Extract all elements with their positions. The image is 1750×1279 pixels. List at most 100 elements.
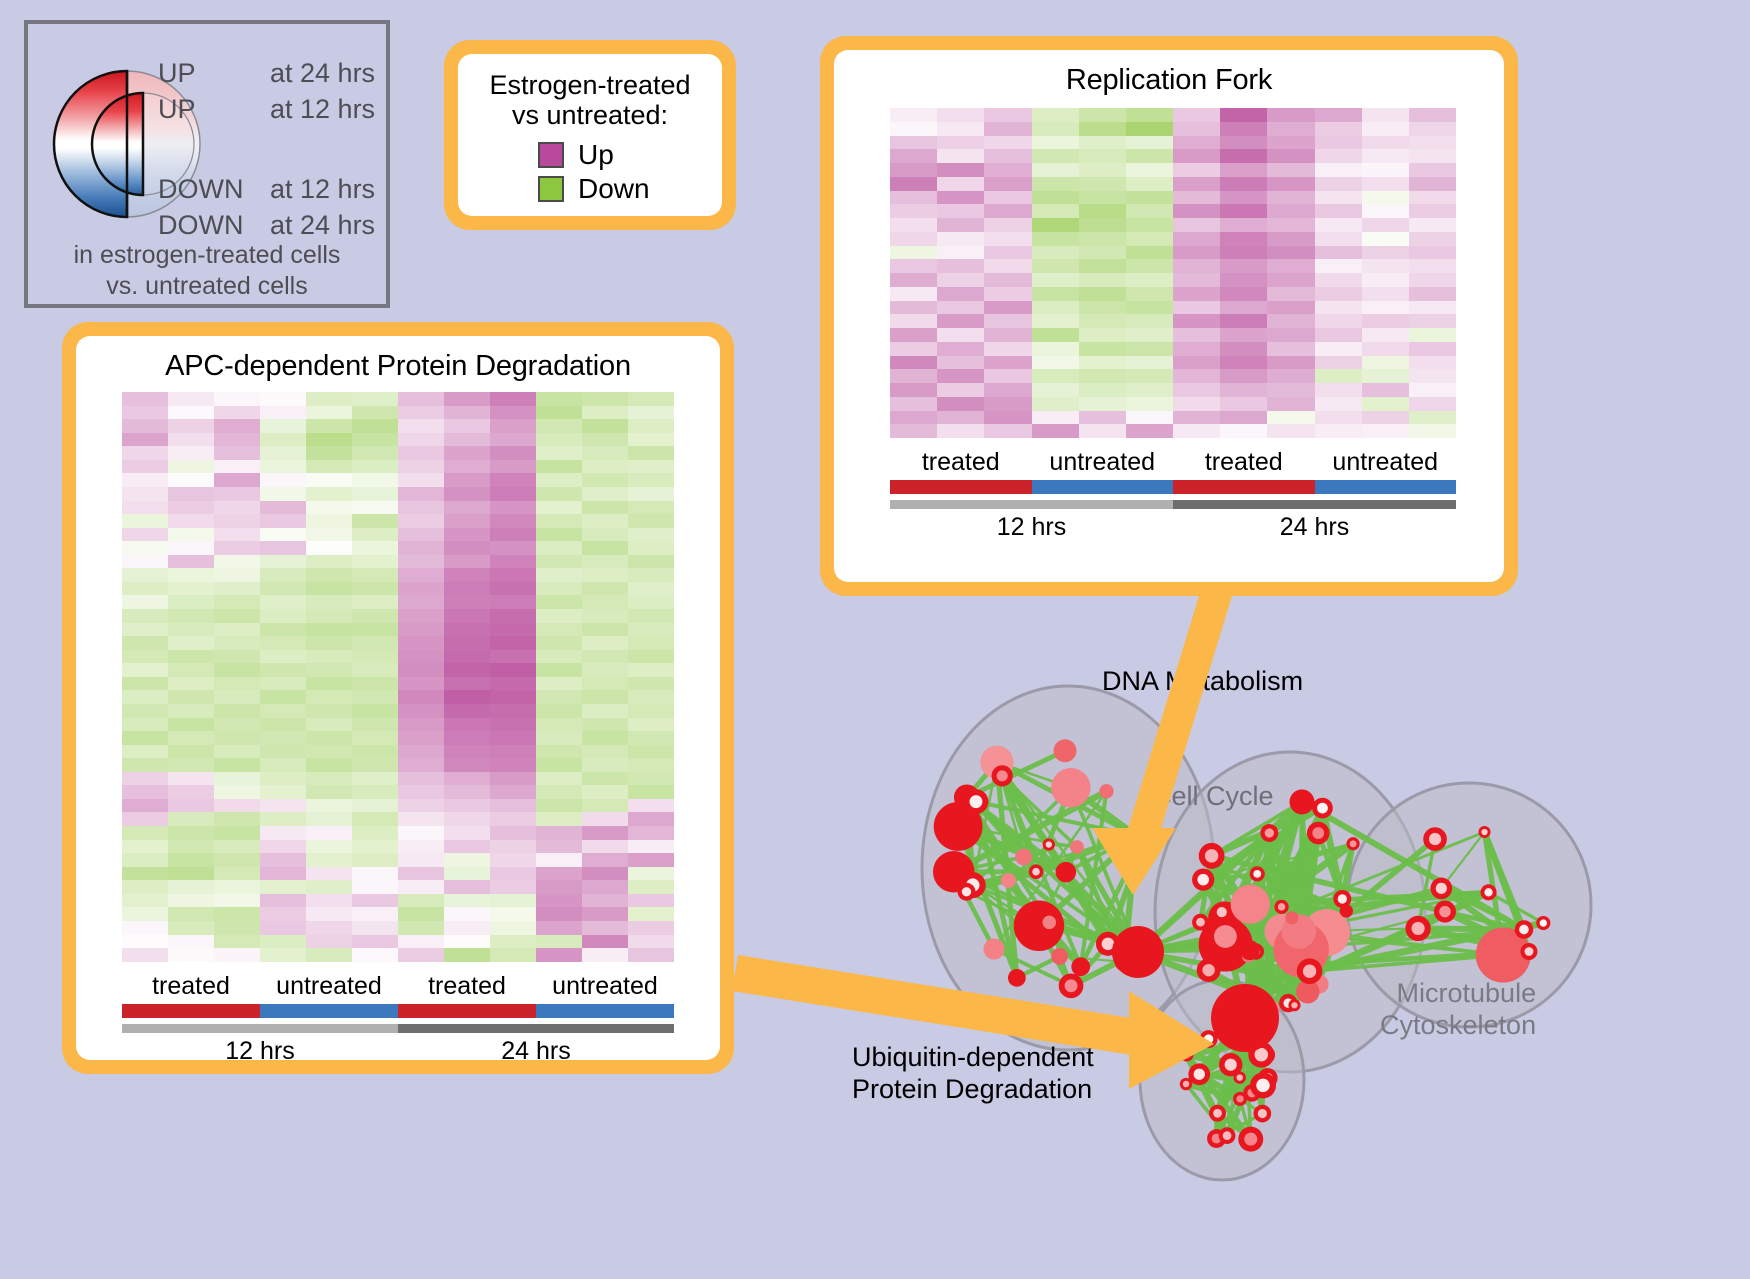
network-node[interactable] — [1140, 824, 1154, 837]
network-node[interactable] — [963, 789, 989, 815]
heatmap-cell — [890, 176, 938, 191]
network-node[interactable] — [1051, 768, 1091, 808]
heatmap-cell — [536, 622, 582, 637]
heatmap-cell — [1031, 383, 1079, 397]
network-node[interactable] — [1028, 864, 1044, 879]
network-node[interactable] — [1211, 902, 1232, 922]
network-node[interactable] — [1218, 1053, 1243, 1077]
network-node[interactable] — [1099, 784, 1114, 799]
heatmap-cell — [490, 649, 536, 664]
network-node[interactable] — [1274, 899, 1289, 914]
network-node[interactable] — [1070, 840, 1084, 854]
network-edge — [1224, 830, 1486, 938]
heatmap-cell — [1078, 328, 1126, 342]
network-node[interactable] — [1211, 984, 1279, 1052]
heatmap-cell — [1267, 383, 1315, 397]
heatmap-cell — [1408, 176, 1456, 191]
network-node[interactable] — [1333, 890, 1352, 908]
network-node[interactable] — [983, 938, 1005, 960]
heatmap-cell — [1267, 314, 1315, 328]
heatmap-cell — [1173, 328, 1221, 342]
heatmap-cell — [490, 690, 536, 704]
heatmap-cell — [1173, 204, 1221, 218]
network-node[interactable] — [1058, 973, 1084, 999]
network-node[interactable] — [1346, 837, 1360, 851]
network-node[interactable] — [1053, 739, 1077, 763]
network-node[interactable] — [1015, 848, 1033, 866]
network-node[interactable] — [1433, 900, 1456, 923]
network-node[interactable] — [1239, 940, 1260, 961]
network-node[interactable] — [1230, 884, 1270, 924]
network-node[interactable] — [1520, 942, 1538, 961]
network-node[interactable] — [1213, 925, 1237, 948]
network-node[interactable] — [1285, 911, 1299, 925]
heatmap-cell — [214, 432, 260, 447]
network-node[interactable] — [1218, 1127, 1236, 1145]
heatmap-cell — [536, 866, 582, 881]
heatmap-cell — [352, 893, 398, 908]
network-node[interactable] — [1306, 821, 1330, 845]
network-node[interactable] — [1000, 873, 1016, 888]
network-node[interactable] — [1233, 1091, 1248, 1106]
heatmap-cell — [352, 785, 398, 799]
heatmap-cell — [984, 135, 1032, 150]
network-node[interactable] — [1312, 797, 1333, 819]
network-node[interactable] — [1198, 842, 1225, 869]
network-node[interactable] — [1192, 913, 1209, 931]
network-node[interactable] — [1253, 1104, 1272, 1123]
network-node[interactable] — [1055, 861, 1077, 883]
network-node[interactable] — [1478, 825, 1491, 839]
heatmap-cell — [1361, 204, 1409, 218]
heatmap-cell — [444, 609, 490, 623]
network-node[interactable] — [1296, 958, 1323, 985]
network-node[interactable] — [1042, 838, 1055, 851]
heatmap-cell — [490, 948, 536, 962]
heatmap-cell — [122, 405, 168, 420]
network-node[interactable] — [991, 765, 1013, 787]
network-node[interactable] — [1071, 957, 1091, 977]
heatmap-cell — [1267, 286, 1315, 301]
network-node[interactable] — [1036, 909, 1063, 936]
network-node[interactable] — [1209, 1104, 1226, 1122]
legend-key-row: DOWN at 12 hrs — [158, 174, 388, 210]
network-node[interactable] — [1289, 789, 1315, 815]
network-node[interactable] — [1179, 1077, 1193, 1091]
square-swatch-up-icon — [538, 142, 564, 169]
cluster-label-cell-cycle: Cell Cycle — [1152, 781, 1274, 811]
network-node[interactable] — [957, 882, 976, 901]
heatmap-cell — [984, 204, 1032, 218]
heatmap-cell — [1408, 341, 1456, 356]
heatmap-cell — [306, 609, 352, 623]
network-node[interactable] — [1430, 877, 1453, 900]
network-node[interactable] — [1480, 884, 1497, 901]
heatmap-cell — [1031, 328, 1079, 342]
heatmap-cell — [214, 758, 260, 772]
network-node[interactable] — [1250, 1072, 1276, 1099]
network-node[interactable] — [1536, 915, 1551, 931]
heatmap-cell — [1031, 108, 1079, 122]
network-node[interactable] — [1007, 968, 1026, 987]
network-node[interactable] — [1288, 999, 1301, 1012]
network-node[interactable] — [1249, 866, 1265, 882]
network-node[interactable] — [1405, 915, 1431, 942]
network-node[interactable] — [1296, 979, 1320, 1004]
network-node[interactable] — [1260, 824, 1279, 842]
heatmap-cell — [444, 907, 490, 921]
network-node[interactable] — [1051, 947, 1068, 965]
network-node[interactable] — [1196, 958, 1221, 983]
heatmap-cell — [122, 948, 168, 962]
network-node[interactable] — [1475, 927, 1531, 983]
heatmap-cell — [1078, 245, 1126, 260]
heatmap-cell — [306, 934, 352, 949]
network-node[interactable] — [933, 802, 983, 851]
network-node[interactable] — [1192, 868, 1215, 891]
network-node[interactable] — [1514, 920, 1534, 939]
network-node[interactable] — [1112, 926, 1164, 978]
network-node[interactable] — [1423, 827, 1447, 851]
heatmap-cell — [260, 622, 306, 637]
heatmap-cell — [122, 663, 168, 677]
condition-bar-segment — [1173, 480, 1315, 494]
heatmap-cell — [1173, 259, 1221, 273]
network-node[interactable] — [1179, 1047, 1194, 1062]
network-node[interactable] — [1238, 1126, 1264, 1152]
